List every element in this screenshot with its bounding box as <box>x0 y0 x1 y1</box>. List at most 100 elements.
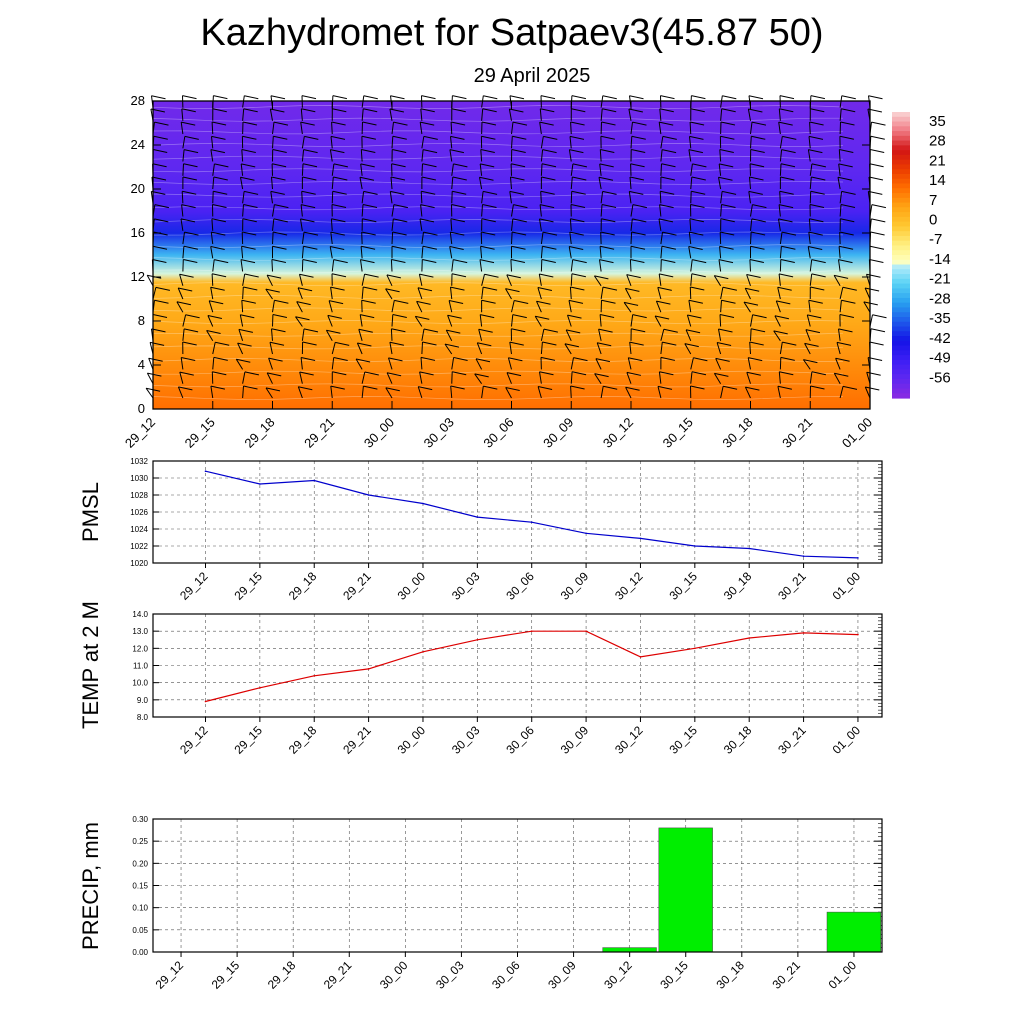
colorbar: 35 28 21 14 7 0 -7 -14 -21 -28 -35 -42 -49 -56 <box>892 112 951 399</box>
heatmap-x-tick-label: 29_18 <box>241 415 277 451</box>
heatmap-x-tick-label: 30_21 <box>779 415 815 451</box>
precip-x-tick-label: 29_21 <box>321 958 355 992</box>
heatmap-x-tick-label: 29_15 <box>182 415 218 451</box>
pmsl-y-tick-label: 1020 <box>130 559 148 568</box>
temp-x-tick-label: 29_15 <box>231 723 265 757</box>
temp-x-tick-label: 30_06 <box>503 723 537 757</box>
heatmap-x-tick-label: 30_03 <box>421 415 457 451</box>
heatmap-y-tick-label: 28 <box>131 93 145 108</box>
pmsl-point <box>530 521 533 523</box>
temp-point <box>694 647 696 650</box>
pmsl-x-tick-label: 30_21 <box>775 569 809 603</box>
pmsl-y-tick-label: 1028 <box>130 491 148 500</box>
temp-y-axis-label: TEMP at 2 M <box>78 601 103 729</box>
pmsl-x-tick-label: 29_18 <box>286 569 320 603</box>
pmsl-point <box>367 494 370 496</box>
pmsl-point <box>694 545 696 547</box>
colorbar-label: 21 <box>929 152 946 169</box>
precip-bar <box>602 947 657 953</box>
precip-bar <box>826 911 882 953</box>
temp-point <box>585 630 587 632</box>
temp-x-tick-label: 30_12 <box>612 723 646 757</box>
pmsl-y-tick-label: 1030 <box>130 474 148 483</box>
temp-x-tick-label: 30_09 <box>558 723 592 757</box>
colorbar-label: -14 <box>929 251 951 268</box>
heatmap-y-tick-label: 0 <box>138 401 145 416</box>
pmsl-point <box>476 516 479 518</box>
precip-frame <box>152 818 883 953</box>
pmsl-x-tick-label: 29_21 <box>340 569 374 603</box>
pmsl-x-tick-label: 30_06 <box>503 569 537 603</box>
temp-point <box>313 675 316 677</box>
temp-x-tick-label: 30_21 <box>775 723 809 757</box>
pmsl-y-tick-label: 1026 <box>130 508 148 517</box>
pmsl-x-tick-label: 30_18 <box>721 569 755 603</box>
temp-x-tick-label: 30_18 <box>721 723 755 757</box>
precip-panel: 0.00 0.05 0.10 0.15 0.20 0.25 0.30 29_12 29_15 29… <box>78 815 883 992</box>
temp-point <box>476 639 479 641</box>
precip-x-tick-label: 30_06 <box>489 958 523 992</box>
pmsl-point <box>259 483 261 485</box>
temp-point <box>259 687 261 689</box>
precip-x-tick-label: 30_09 <box>545 958 579 992</box>
temp-y-tick-label: 14.0 <box>132 610 148 619</box>
precip-y-tick-label: 0.10 <box>132 904 148 913</box>
heatmap-x-tick-label: 30_12 <box>600 415 636 451</box>
pmsl-point <box>313 479 316 482</box>
pmsl-x-tick-label: 29_15 <box>231 569 265 603</box>
pmsl-x-tick-label: 30_12 <box>612 569 646 603</box>
pmsl-point <box>857 557 859 559</box>
precip-x-tick-label: 30_15 <box>657 958 691 992</box>
temp-point <box>639 656 642 658</box>
colorbar-label: 14 <box>929 172 946 189</box>
chart-subtitle: 29 April 2025 <box>473 65 591 87</box>
precip-x-tick-label: 30_00 <box>377 958 411 992</box>
pmsl-point <box>748 547 750 550</box>
temp-y-tick-label: 12.0 <box>132 644 148 653</box>
temp-point <box>367 668 370 670</box>
heatmap-x-tick-label: 30_06 <box>480 415 516 451</box>
colorbar-label: -35 <box>929 310 951 327</box>
colorbar-label: -7 <box>929 231 942 248</box>
heatmap-x-tick-label: 29_21 <box>301 415 337 451</box>
colorbar-label: 35 <box>929 113 946 130</box>
colorbar-label: -49 <box>929 350 951 367</box>
precip-bar <box>658 827 713 953</box>
precip-y-tick-label: 0.20 <box>132 859 148 868</box>
colorbar-label: -28 <box>929 290 951 307</box>
pmsl-x-tick-label: 29_12 <box>177 569 211 603</box>
temp-y-tick-label: 10.0 <box>132 679 148 688</box>
pmsl-y-tick-label: 1024 <box>130 525 148 534</box>
heatmap-x-tick-label: 29_12 <box>122 415 158 451</box>
colorbar-label: -56 <box>929 369 951 386</box>
temp-y-tick-label: 8.0 <box>137 713 149 722</box>
temp-x-tick-label: 29_21 <box>340 723 374 757</box>
heatmap-x-tick-label: 30_15 <box>660 415 696 451</box>
temp-x-tick-label: 30_00 <box>395 723 429 757</box>
pmsl-point <box>585 532 587 535</box>
pmsl-y-tick-label: 1022 <box>130 542 148 551</box>
heatmap-y-tick-label: 16 <box>131 225 145 240</box>
precip-x-tick-label: 30_18 <box>713 958 747 992</box>
temp-point <box>204 700 207 703</box>
temp-panel: 8.0 9.0 10.0 11.0 12.0 13.0 14.0 29_12 29_15 29_1… <box>78 601 883 757</box>
precip-y-axis-label: PRECIP, mm <box>78 822 103 950</box>
pmsl-point <box>802 555 805 557</box>
temp-point <box>530 630 533 632</box>
heatmap-y-tick-label: 12 <box>131 269 145 284</box>
precip-y-tick-label: 0.00 <box>132 948 148 957</box>
pmsl-y-tick-label: 1032 <box>130 457 148 466</box>
precip-y-tick-label: 0.05 <box>132 926 148 935</box>
pmsl-x-tick-label: 01_00 <box>830 569 864 603</box>
precip-x-tick-label: 29_15 <box>209 958 243 992</box>
temp-x-tick-label: 29_12 <box>177 723 211 757</box>
heatmap-y-tick-label: 8 <box>138 313 145 328</box>
cross-section-panel: 0 4 8 12 16 20 24 28 29_12 29_15 29_18 29_21 30_00 30… <box>122 93 887 451</box>
temp-y-tick-label: 9.0 <box>137 696 149 705</box>
precip-x-tick-label: 30_12 <box>601 958 635 992</box>
precip-y-tick-label: 0.30 <box>132 815 148 824</box>
precip-x-tick-label: 30_21 <box>770 958 804 992</box>
heatmap-y-tick-label: 20 <box>131 181 145 196</box>
precip-x-tick-label: 01_00 <box>826 958 860 992</box>
